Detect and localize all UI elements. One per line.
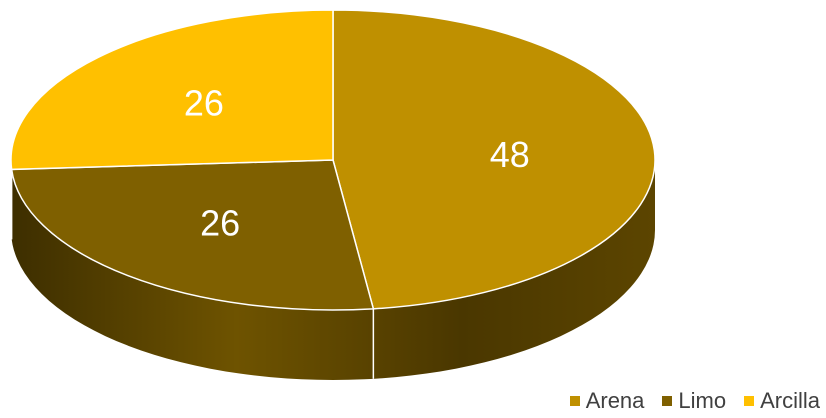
legend-label-arcilla: Arcilla [760,388,820,413]
legend-swatch-limo [662,396,673,406]
legend-label-limo: Limo [678,388,727,413]
pie-data-labels: 48 26 26 [184,83,530,244]
data-label-arena: 48 [490,134,530,175]
data-label-arcilla: 26 [184,83,224,124]
pie-side-wall [11,160,655,380]
legend-item-arena: Arena [569,388,645,414]
pie-slice-limo [10,159,375,311]
legend-swatch-arcilla [744,396,755,406]
pie-slice-arena [332,9,656,310]
legend: Arena Limo Arcilla [569,388,820,414]
pie-side-group [10,160,655,380]
data-label-limo: 26 [200,203,240,244]
legend-label-arena: Arena [585,388,645,413]
pie-top-group [10,9,656,311]
legend-swatch-arena [569,396,580,406]
legend-item-arcilla: Arcilla [744,388,820,414]
legend-item-limo: Limo [662,388,726,414]
pie-slice-arcilla [10,9,334,171]
